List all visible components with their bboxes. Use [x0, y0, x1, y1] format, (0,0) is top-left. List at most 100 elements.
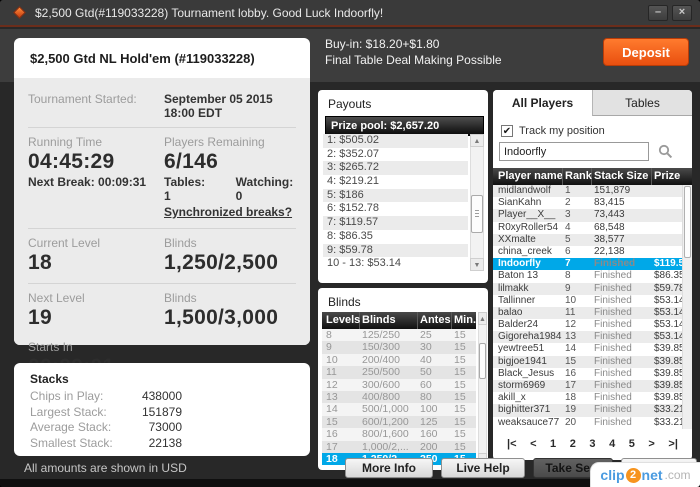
payout-row: 6: $152.78	[327, 202, 379, 215]
prev-page-button[interactable]: <	[530, 438, 537, 450]
minimize-button[interactable]: –	[648, 4, 668, 21]
players-list: midlandwolf 1 151,879 SianKahn 2 83,415 Player…	[493, 185, 692, 429]
player-row[interactable]: balao 11 Finished $53.14	[493, 306, 692, 320]
tab-tables[interactable]: Tables	[592, 90, 692, 116]
next-break: Next Break: 00:09:31	[28, 175, 147, 189]
chips-in-play-label: Chips in Play:	[30, 389, 104, 403]
current-level-row: Current Level 18 Blinds 1,250/2,500	[28, 229, 296, 284]
check-icon: ✔	[502, 125, 512, 137]
more-info-button[interactable]: More Info	[345, 458, 433, 478]
running-time-label: Running Time	[28, 135, 103, 149]
next-level-row: Next Level 19 Blinds 1,500/3,000	[28, 284, 296, 338]
next-page-button[interactable]: >	[648, 438, 655, 450]
next-level: 19	[28, 306, 52, 329]
scroll-down-icon[interactable]: ▼	[470, 258, 484, 271]
payouts-title: Payouts	[328, 97, 372, 111]
player-row[interactable]: storm6969 17 Finished $39.85	[493, 380, 692, 393]
prize-pool-bar: Prize pool: $2,657.20	[325, 116, 484, 136]
current-blinds-label: Blinds	[164, 236, 197, 250]
page-number-1[interactable]: 1	[550, 438, 557, 450]
player-row[interactable]: R0xyRoller54 4 68,548	[498, 221, 625, 233]
smallest-stack-value: 22138	[148, 435, 182, 450]
players-scrollbar[interactable]	[682, 185, 692, 429]
blinds-row: 10 200/400 40 15	[322, 353, 476, 367]
blinds-row: 12 300/600 60 15	[322, 378, 476, 391]
player-row[interactable]: yewtree51 14 Finished $39.85	[498, 343, 685, 355]
blinds-scroll-track[interactable]	[478, 325, 487, 453]
close-button[interactable]: ×	[672, 4, 692, 21]
buyin-text: Buy-in: $18.20+$1.80	[325, 37, 440, 51]
player-row[interactable]: lilmakk 9 Finished $59.78	[493, 282, 692, 295]
player-row[interactable]: Baton 13 8 Finished $86.35	[498, 270, 685, 282]
page-number-3[interactable]: 3	[589, 438, 596, 450]
payouts-scroll-thumb[interactable]	[471, 195, 483, 233]
players-col-name: Player name	[493, 168, 563, 185]
player-search-input[interactable]	[499, 142, 649, 161]
blinds-row: 11 250/500 50 15	[322, 366, 476, 379]
clip2net-watermark: clip 2 net .com	[590, 462, 700, 487]
player-row[interactable]: akill_x 18 Finished $39.85	[498, 392, 685, 404]
blinds-table-header: Levels Blinds Antes Min.	[322, 312, 476, 329]
current-level-label: Current Level	[28, 236, 101, 250]
player-row[interactable]: bigjoe1941 15 Finished $39.85	[493, 355, 692, 368]
last-page-button[interactable]: >|	[668, 438, 678, 450]
search-icon[interactable]	[658, 144, 673, 159]
player-row[interactable]: weaksauce77 20 Finished $33.21	[498, 416, 685, 428]
first-page-button[interactable]: |<	[507, 438, 517, 450]
payouts-scrollbar[interactable]: ▲ ▼	[470, 134, 484, 271]
tournament-name: $2,500 Gtd NL Hold'em (#119033228)	[30, 51, 255, 66]
window-title: $2,500 Gtd(#119033228) Tournament lobby.…	[35, 5, 384, 20]
page-number-2[interactable]: 2	[569, 438, 576, 450]
payout-row: 1: $505.02	[323, 134, 468, 148]
next-blinds-label: Blinds	[164, 291, 197, 305]
scroll-up-icon[interactable]: ▲	[478, 312, 487, 325]
track-position-checkbox[interactable]: ✔	[501, 125, 513, 137]
payout-row: 3: $265.72	[323, 161, 468, 176]
deposit-button[interactable]: Deposit	[603, 38, 689, 66]
players-col-rank: Rank	[563, 168, 592, 185]
payouts-scroll-track[interactable]	[470, 147, 484, 258]
player-row[interactable]: Balder24 12 Finished $53.14	[498, 319, 685, 331]
player-row[interactable]: china_creek 6 22,138	[498, 245, 625, 257]
payout-row: 10 - 13: $53.14	[327, 257, 402, 270]
payout-row: 4: $219.21	[327, 175, 379, 188]
payouts-card: Payouts Prize pool: $2,657.20 1: $505.02…	[318, 90, 488, 283]
player-row-highlighted[interactable]: Indoorfly 7 Finished $119.57	[493, 258, 692, 271]
player-row[interactable]: Player__X__ 3 73,443	[493, 209, 692, 222]
window-bottom-edge	[0, 479, 700, 487]
player-row[interactable]: Black_Jesus 16 Finished $39.85	[498, 367, 685, 379]
watermark-two: 2	[625, 467, 641, 483]
watching-count: Watching: 0	[235, 175, 294, 203]
blinds-scroll-thumb[interactable]	[479, 343, 486, 379]
stacks-card: Stacks Chips in Play: 438000 Largest Sta…	[14, 363, 310, 456]
player-row[interactable]: Gigoreha1984 13 Finished $53.14	[493, 331, 692, 344]
synchronized-breaks-link[interactable]: Synchronized breaks?	[164, 205, 293, 219]
blinds-row: 17 1,000/2,... 200 15	[322, 440, 476, 453]
payout-list: 1: $505.02 2: $352.07 3: $265.72 4: $219.21…	[323, 134, 468, 271]
live-help-button[interactable]: Live Help	[441, 458, 525, 478]
average-stack-label: Average Stack:	[30, 420, 112, 434]
player-row[interactable]: Tallinner 10 Finished $53.14	[498, 294, 685, 306]
blinds-row: 16 800/1,600 160 15	[322, 428, 476, 441]
page-number-5[interactable]: 5	[628, 438, 635, 450]
payout-row: 9: $59.78	[323, 243, 468, 258]
page-number-4[interactable]: 4	[609, 438, 616, 450]
stack-row: Smallest Stack: 22138	[30, 436, 294, 452]
started-label: Tournament Started:	[28, 92, 137, 106]
player-row[interactable]: midlandwolf 1 151,879	[493, 185, 692, 198]
blinds-title: Blinds	[328, 295, 361, 309]
scroll-up-icon[interactable]: ▲	[470, 134, 484, 147]
started-row: Tournament Started: September 05 2015 18…	[28, 84, 296, 128]
payout-row: 8: $86.35	[327, 229, 373, 242]
stack-row: Chips in Play: 438000	[30, 389, 294, 405]
players-scroll-thumb[interactable]	[684, 186, 691, 258]
player-row[interactable]: bighitter371 19 Finished $33.21	[493, 404, 692, 417]
tab-all-players[interactable]: All Players	[493, 90, 592, 116]
blinds-scrollbar[interactable]: ▲ ▼	[478, 312, 487, 466]
smallest-stack-label: Smallest Stack:	[30, 435, 113, 450]
player-row[interactable]: XXmalte 5 38,577	[493, 233, 692, 246]
players-table-header: Player name Rank Stack Size Prize	[493, 168, 692, 185]
player-row[interactable]: SianKahn 2 83,415	[498, 197, 625, 209]
